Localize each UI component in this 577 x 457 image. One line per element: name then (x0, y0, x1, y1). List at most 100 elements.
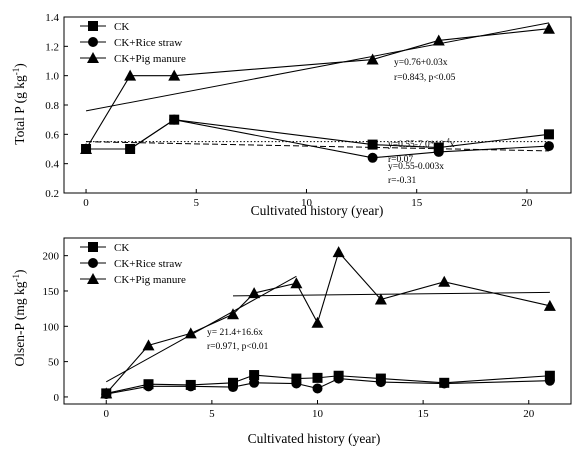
x-tick-label: 15 (418, 408, 430, 420)
legend-marker-circle (88, 37, 98, 47)
y-tick-label: 1.2 (45, 41, 59, 53)
data-point-square (367, 139, 378, 150)
legend-label: CK (114, 242, 129, 254)
series-line-triangle (85, 28, 550, 150)
data-point-triangle (374, 293, 387, 305)
data-point-circle (169, 114, 180, 125)
y-tick-label: 0.6 (45, 129, 59, 141)
y-tick-label: 1.4 (45, 12, 59, 24)
y-tick-label: 150 (43, 286, 60, 298)
data-point-triangle (184, 327, 197, 339)
legend-label: CK (114, 21, 129, 33)
data-point-square (312, 372, 323, 383)
data-point-circle (185, 381, 196, 392)
olsen-p-legend: CK CK+Rice straw CK+Pig manure (80, 242, 186, 286)
data-point-square (249, 370, 260, 381)
data-point-triangle (168, 69, 181, 81)
series-line-circle (86, 119, 549, 159)
data-point-triangle (142, 339, 155, 351)
data-point-triangle (432, 34, 445, 46)
series-line-circle (106, 378, 550, 395)
annotation-pig-r: r=0.843, p<0.05 (394, 73, 456, 83)
legend-label: CK+Rice straw (114, 258, 182, 270)
annotation-ck-eq-suffix: x (450, 140, 455, 150)
y-tick-label: 0.8 (45, 100, 59, 112)
fit-line-dashed (86, 141, 549, 152)
legend-marker-triangle (87, 273, 99, 284)
olsen-p-x-axis-label: Cultivated history (year) (248, 431, 381, 446)
data-point-circle (439, 378, 450, 389)
x-tick-label: 10 (301, 197, 313, 209)
data-point-circle (228, 382, 238, 393)
series-line-square (106, 374, 550, 394)
series-line-square (86, 119, 550, 150)
olsen-p-y-label-sup: -1 (11, 274, 21, 282)
total-p-y-label-sup: -1 (11, 68, 21, 76)
total-p-y-axis-label: Total P (g kg-1) (11, 63, 27, 144)
annotation-olsen-r: r=0.971, p<0.01 (207, 342, 269, 352)
data-point-triangle (227, 308, 239, 320)
y-tick-label: 100 (43, 321, 60, 333)
y-tick-label: 0 (54, 392, 60, 404)
total-p-axis-ticks: 0 5 10 15 20 0.2 0.4 0.6 0.8 1.0 1.2 1.4 (45, 12, 533, 209)
data-point-circle (249, 377, 260, 388)
x-tick-label: 20 (521, 197, 533, 209)
data-point-triangle (332, 246, 345, 258)
data-point-square (543, 129, 554, 140)
annotation-ck-eq-sup: -4 (444, 137, 450, 145)
total-p-y-label-main: Total P (g kg (12, 75, 27, 145)
annotation-olsen-eq: y= 21.4+16.6x (207, 328, 263, 338)
x-tick-label: 5 (209, 408, 215, 420)
annotation-ck-r: r=0.07 (388, 155, 413, 165)
y-tick-label: 0.4 (45, 159, 59, 171)
data-point-triangle (542, 22, 555, 34)
data-point-triangle (290, 277, 303, 289)
x-tick-label: 20 (523, 408, 535, 420)
legend-label: CK+Pig manure (114, 53, 186, 65)
data-point-circle (375, 377, 386, 388)
y-tick-label: 50 (48, 357, 60, 369)
data-point-triangle (100, 387, 113, 399)
olsen-p-y-label-main: Olsen-P (mg kg (12, 281, 27, 366)
data-point-triangle (438, 275, 451, 287)
total-p-fit-lines (85, 22, 550, 152)
data-point-triangle (543, 299, 556, 311)
x-tick-label: 10 (312, 408, 324, 420)
total-p-x-axis-label: Cultivated history (year) (251, 203, 384, 218)
olsen-p-fit-lines (106, 275, 550, 383)
x-tick-label: 15 (411, 197, 423, 209)
data-point-triangle (311, 316, 324, 328)
annotation-straw-eq: y=0.55-0.003x (388, 162, 444, 172)
data-point-circle (543, 141, 554, 152)
fit-line-solid (232, 291, 550, 297)
data-point-triangle (366, 53, 379, 65)
data-point-circle (143, 381, 154, 392)
annotation-ck-eq: y=0.55-7.0*10-4x (388, 137, 455, 150)
annotation-ck-eq-main: y=0.55-7.0*10 (388, 140, 444, 150)
legend-marker-triangle (87, 52, 99, 63)
data-point-triangle (248, 287, 261, 299)
legend-label: CK+Pig manure (114, 274, 186, 286)
data-point-triangle (124, 69, 137, 81)
data-point-circle (367, 152, 378, 163)
legend-marker-square (88, 242, 98, 252)
y-tick-label: 1.0 (45, 71, 59, 83)
olsen-p-y-axis-label: Olsen-P (mg kg-1) (11, 270, 27, 367)
total-p-y-label-close: ) (12, 63, 27, 68)
legend-marker-square (88, 21, 98, 31)
total-p-annotations: y=0.76+0.03x r=0.843, p<0.05 y=0.55-7.0*… (388, 58, 456, 186)
y-tick-label: 200 (43, 251, 60, 263)
data-point-circle (544, 375, 555, 386)
olsen-p-series (100, 246, 556, 400)
total-p-chart: 0 5 10 15 20 0.2 0.4 0.6 0.8 1.0 1.2 1.4 CK CK+Rice … (11, 12, 572, 218)
x-tick-label: 5 (194, 197, 200, 209)
x-tick-label: 0 (83, 197, 89, 209)
y-tick-label: 0.2 (45, 188, 59, 200)
data-point-circle (433, 146, 444, 157)
olsen-p-annotations: y= 21.4+16.6x r=0.971, p<0.01 (207, 328, 269, 352)
data-point-circle (312, 383, 323, 394)
